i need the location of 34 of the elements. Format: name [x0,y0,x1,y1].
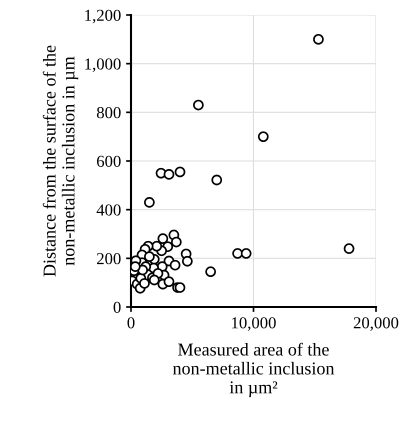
x-tick-label: 20,000 [354,317,398,331]
point [258,131,269,142]
point [232,248,243,259]
y-tick-label: 800 [96,107,121,118]
point [164,169,174,180]
x-tick-label: 0 [127,317,135,328]
x-tick-label: 10,000 [232,317,276,331]
point [139,278,150,289]
point [205,266,216,278]
point [174,282,186,293]
point [158,233,168,244]
y-tick-label: 600 [96,156,121,167]
y-tick-label: 400 [96,204,121,216]
y-tick-label: 200 [97,253,121,264]
point [182,256,193,267]
x-axis-title: Measured area of the non-metallic inclusion in µm² [172,342,334,398]
point [240,248,252,259]
y-tick-label: 1,200 [85,10,121,24]
point [170,260,180,270]
y-tick-label: 1,000 [85,58,121,72]
point [144,197,155,208]
point [164,276,174,288]
point [211,174,222,186]
point [170,236,182,248]
y-tick-label: 0 [114,302,121,313]
point [193,100,204,110]
point [148,274,160,286]
y-axis-title: Distance from the surface of the non-metallic inclusion in µm [42,46,78,277]
point [151,240,162,252]
point [313,34,324,45]
point [144,251,155,262]
point [174,166,186,178]
point [344,243,354,254]
point [131,261,141,272]
